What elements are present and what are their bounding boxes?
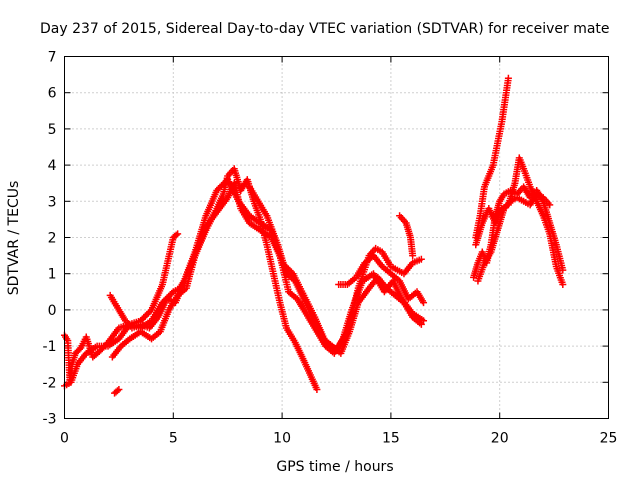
series-track-12 [474,190,554,285]
x-tick-label: 5 [169,431,178,447]
series-track-10 [472,74,512,241]
data-marker [217,182,225,190]
series-track-5 [108,179,428,361]
x-tick-label: 15 [382,431,400,447]
y-tick-label: 3 [48,194,57,210]
data-marker [216,183,224,191]
y-tick-label: -1 [43,339,57,355]
data-marker [420,299,428,307]
data-marker [409,252,417,260]
y-tick-label: 2 [48,231,57,247]
data-marker [143,311,151,319]
data-marker [144,309,152,317]
chart-title: Day 237 of 2015, Sidereal Day-to-day VTE… [40,21,610,37]
y-axis-label: SDTVAR / TECUs [6,181,22,296]
data-marker [146,307,154,315]
data-marker [219,180,227,188]
y-tick-label: -3 [43,412,57,428]
data-marker [504,74,512,82]
x-tick-label: 25 [600,431,618,447]
series-track-3 [106,176,425,354]
grid [64,56,609,419]
data-marker [168,289,176,297]
data-marker [214,185,222,193]
data-marker [138,315,146,323]
data-marker [115,386,123,394]
series-track-6 [245,183,425,357]
x-tick-label: 10 [273,431,291,447]
data-marker [172,231,180,239]
data-marker [313,386,321,394]
series-track-4 [111,386,123,397]
y-tick-label: 4 [48,158,57,174]
data-marker [546,201,554,209]
data-marker [140,314,148,322]
x-tick-label: 0 [60,431,69,447]
data-marker [141,312,149,320]
data-series [61,74,567,397]
plot-frame [64,56,609,419]
data-marker [113,387,121,395]
y-tick-label: 1 [48,267,57,283]
data-marker [559,281,567,289]
y-tick-label: -2 [43,375,57,391]
data-marker [75,345,83,353]
data-marker [417,320,425,328]
data-marker [174,230,182,238]
x-tick-label: 20 [491,431,509,447]
data-marker [213,186,221,194]
axis-ticks: 0 5 10 15 20 25 -3 -2 -1 0 1 2 3 4 5 6 7 [43,50,618,447]
data-marker [221,179,229,187]
y-tick-label: 5 [48,122,57,138]
y-tick-label: 6 [48,86,57,102]
y-tick-label: 7 [48,50,57,66]
data-marker [286,267,294,275]
series-track-7 [335,252,428,307]
data-marker [417,255,425,263]
series-track-8 [396,212,417,260]
x-axis-label: GPS time / hours [276,459,393,475]
y-tick-label: 0 [48,303,57,319]
data-marker [166,291,174,299]
data-marker [559,266,567,274]
